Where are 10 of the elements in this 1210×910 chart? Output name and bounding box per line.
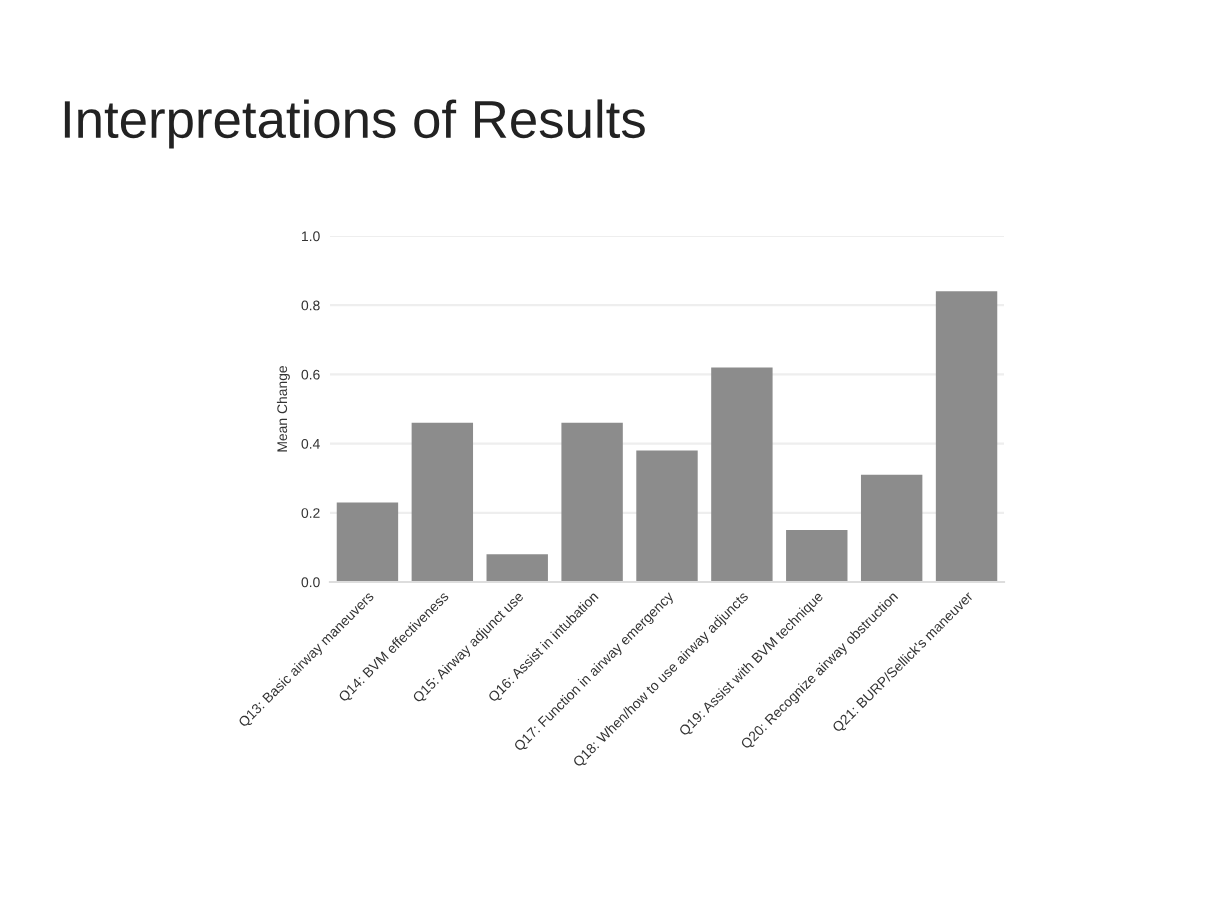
bar	[336, 502, 399, 582]
bar	[711, 367, 773, 582]
bar	[935, 291, 998, 582]
bar	[411, 422, 474, 582]
bar	[786, 530, 848, 582]
chart-title: Interpretations of Results	[64, 99, 645, 149]
bar	[561, 422, 623, 582]
bar	[860, 474, 923, 582]
bar	[486, 554, 548, 582]
bar	[636, 450, 698, 582]
